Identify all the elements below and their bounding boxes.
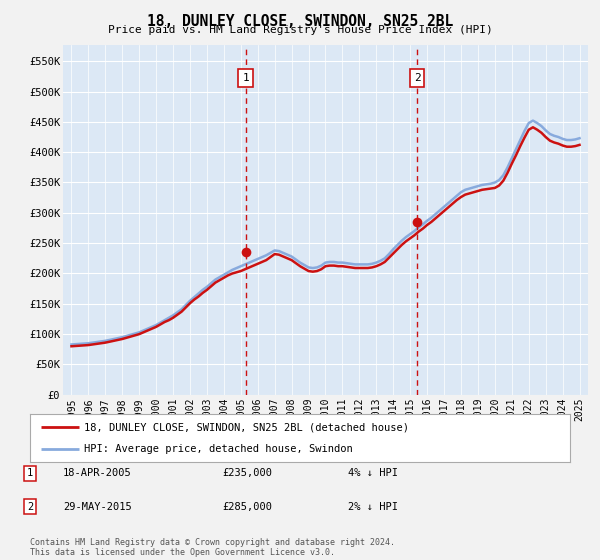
Text: 18, DUNLEY CLOSE, SWINDON, SN25 2BL (detached house): 18, DUNLEY CLOSE, SWINDON, SN25 2BL (det… <box>84 422 409 432</box>
Text: 29-MAY-2015: 29-MAY-2015 <box>63 502 132 512</box>
Text: 18, DUNLEY CLOSE, SWINDON, SN25 2BL: 18, DUNLEY CLOSE, SWINDON, SN25 2BL <box>147 14 453 29</box>
Text: HPI: Average price, detached house, Swindon: HPI: Average price, detached house, Swin… <box>84 444 353 454</box>
Text: 4% ↓ HPI: 4% ↓ HPI <box>348 468 398 478</box>
Text: £235,000: £235,000 <box>222 468 272 478</box>
Text: 2% ↓ HPI: 2% ↓ HPI <box>348 502 398 512</box>
Text: Price paid vs. HM Land Registry's House Price Index (HPI): Price paid vs. HM Land Registry's House … <box>107 25 493 35</box>
Text: 2: 2 <box>414 73 421 83</box>
Text: Contains HM Land Registry data © Crown copyright and database right 2024.
This d: Contains HM Land Registry data © Crown c… <box>30 538 395 557</box>
Text: 18-APR-2005: 18-APR-2005 <box>63 468 132 478</box>
Text: 1: 1 <box>27 468 33 478</box>
Text: £285,000: £285,000 <box>222 502 272 512</box>
Text: 1: 1 <box>242 73 249 83</box>
Text: 2: 2 <box>27 502 33 512</box>
